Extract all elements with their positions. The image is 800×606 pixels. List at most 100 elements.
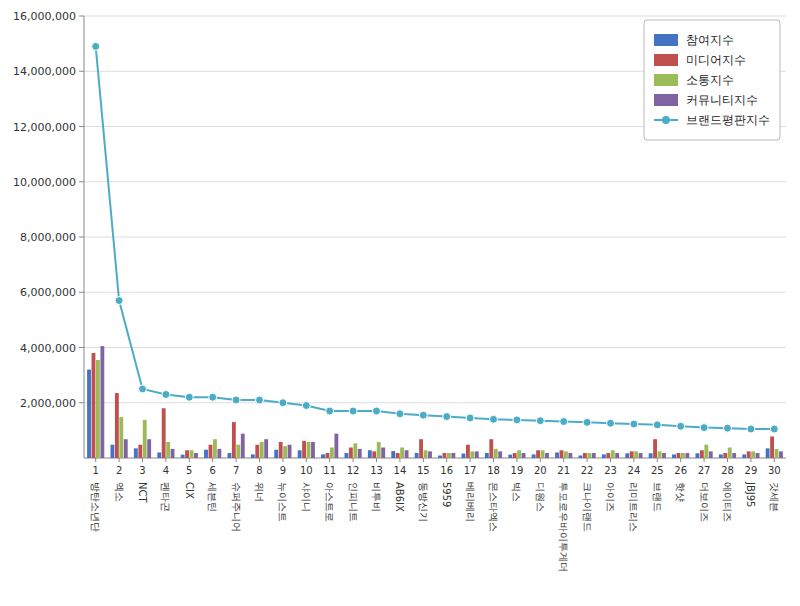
- bar-series: [96, 360, 778, 458]
- category-name: NCT: [137, 482, 148, 503]
- grid-line: [84, 237, 786, 238]
- bar: [587, 453, 591, 458]
- bar: [279, 442, 283, 458]
- bar: [728, 448, 732, 458]
- category-name: 베리베리: [465, 482, 476, 522]
- bar: [532, 454, 536, 458]
- y-axis: 2,000,0004,000,0006,000,0008,000,00010,0…: [13, 10, 84, 458]
- bar: [405, 450, 409, 458]
- bar: [494, 449, 498, 458]
- x-tick-label: 29: [745, 465, 758, 476]
- bar: [615, 453, 619, 458]
- x-tick-label: 4: [163, 465, 169, 476]
- bar: [349, 448, 353, 458]
- bar: [649, 453, 653, 458]
- line-marker: [466, 414, 474, 422]
- chart-svg: 2,000,0004,000,0006,000,0008,000,00010,0…: [0, 0, 800, 606]
- category-name: 핫샷: [675, 482, 686, 502]
- bar: [639, 453, 643, 458]
- line-marker: [302, 402, 310, 410]
- x-tick-label: 8: [256, 465, 262, 476]
- category-name: AB6IX: [394, 482, 405, 512]
- grid-line: [84, 181, 786, 182]
- category-name: JBJ95: [745, 481, 756, 507]
- bar: [372, 451, 376, 458]
- legend-swatch: [654, 34, 678, 46]
- x-tick: [306, 458, 307, 462]
- bar: [681, 453, 685, 458]
- line-marker: [536, 417, 544, 425]
- bar: [662, 453, 666, 458]
- bar: [185, 450, 189, 458]
- line-marker: [326, 407, 334, 415]
- x-axis: 1234567891011121314151617181920212223242…: [93, 458, 781, 476]
- bar: [732, 453, 736, 458]
- line-marker: [373, 407, 381, 415]
- legend-label: 미디어지수: [686, 53, 746, 67]
- bar: [428, 451, 432, 458]
- line-marker: [583, 418, 591, 426]
- legend-label: 커뮤니티지수: [686, 93, 758, 107]
- y-tick-label: 2,000,000: [20, 397, 76, 410]
- bar: [87, 370, 91, 458]
- x-tick: [493, 458, 494, 462]
- bar: [475, 451, 479, 458]
- bar: [677, 453, 681, 458]
- y-tick-label: 4,000,000: [20, 342, 76, 355]
- y-tick-label: 6,000,000: [20, 286, 76, 299]
- category-names: 방탄소년단엑소NCT펜타곤CIX세븐틴슈퍼주니어위너뉴이스트샤이니아스트로인피니…: [90, 481, 780, 572]
- bar: [283, 446, 287, 458]
- x-tick: [774, 458, 775, 462]
- bar: [138, 445, 142, 458]
- x-tick-label: 9: [280, 465, 286, 476]
- x-tick-label: 26: [674, 465, 687, 476]
- x-tick: [376, 458, 377, 462]
- bar: [241, 434, 245, 458]
- category-name: 아이즈: [605, 482, 616, 512]
- category-name: 아스트로: [324, 482, 335, 522]
- category-name: 디원스: [535, 482, 546, 512]
- bar: [709, 451, 713, 458]
- bar: [190, 450, 194, 458]
- x-tick-label: 11: [323, 465, 336, 476]
- bar: [111, 445, 115, 458]
- bar: [462, 454, 466, 458]
- category-name: 방탄소년단: [90, 482, 101, 532]
- bar: [162, 408, 166, 458]
- bar: [602, 454, 606, 458]
- bar: [438, 456, 442, 458]
- x-tick: [470, 458, 471, 462]
- line-marker: [162, 390, 170, 398]
- bar: [625, 453, 629, 458]
- bar: [396, 453, 400, 458]
- bar: [704, 445, 708, 458]
- x-tick: [212, 458, 213, 462]
- grid: [84, 16, 786, 403]
- bar: [147, 439, 151, 458]
- x-tick: [282, 458, 283, 462]
- chart-container: 2,000,0004,000,0006,000,0008,000,00010,0…: [0, 0, 800, 606]
- x-tick: [165, 458, 166, 462]
- bar: [466, 445, 470, 458]
- bar: [611, 450, 615, 458]
- line-marker: [419, 411, 427, 419]
- x-tick-label: 6: [210, 465, 216, 476]
- legend-swatch: [654, 94, 678, 106]
- x-tick: [563, 458, 564, 462]
- bar: [115, 393, 119, 458]
- x-tick: [119, 458, 120, 462]
- bar: [498, 451, 502, 458]
- y-tick: [79, 402, 84, 403]
- y-axis-line: [84, 16, 85, 458]
- bar: [508, 455, 512, 458]
- bar: [274, 450, 278, 458]
- legend-swatch: [654, 54, 678, 66]
- line-marker: [653, 421, 661, 429]
- legend: 참여지수미디어지수소통지수커뮤니티지수브랜드평판지수: [644, 20, 780, 140]
- x-tick-label: 1: [93, 465, 99, 476]
- bar: [770, 436, 774, 458]
- x-tick: [516, 458, 517, 462]
- legend-swatch: [662, 116, 670, 124]
- y-tick-label: 8,000,000: [20, 231, 76, 244]
- bar: [606, 453, 610, 458]
